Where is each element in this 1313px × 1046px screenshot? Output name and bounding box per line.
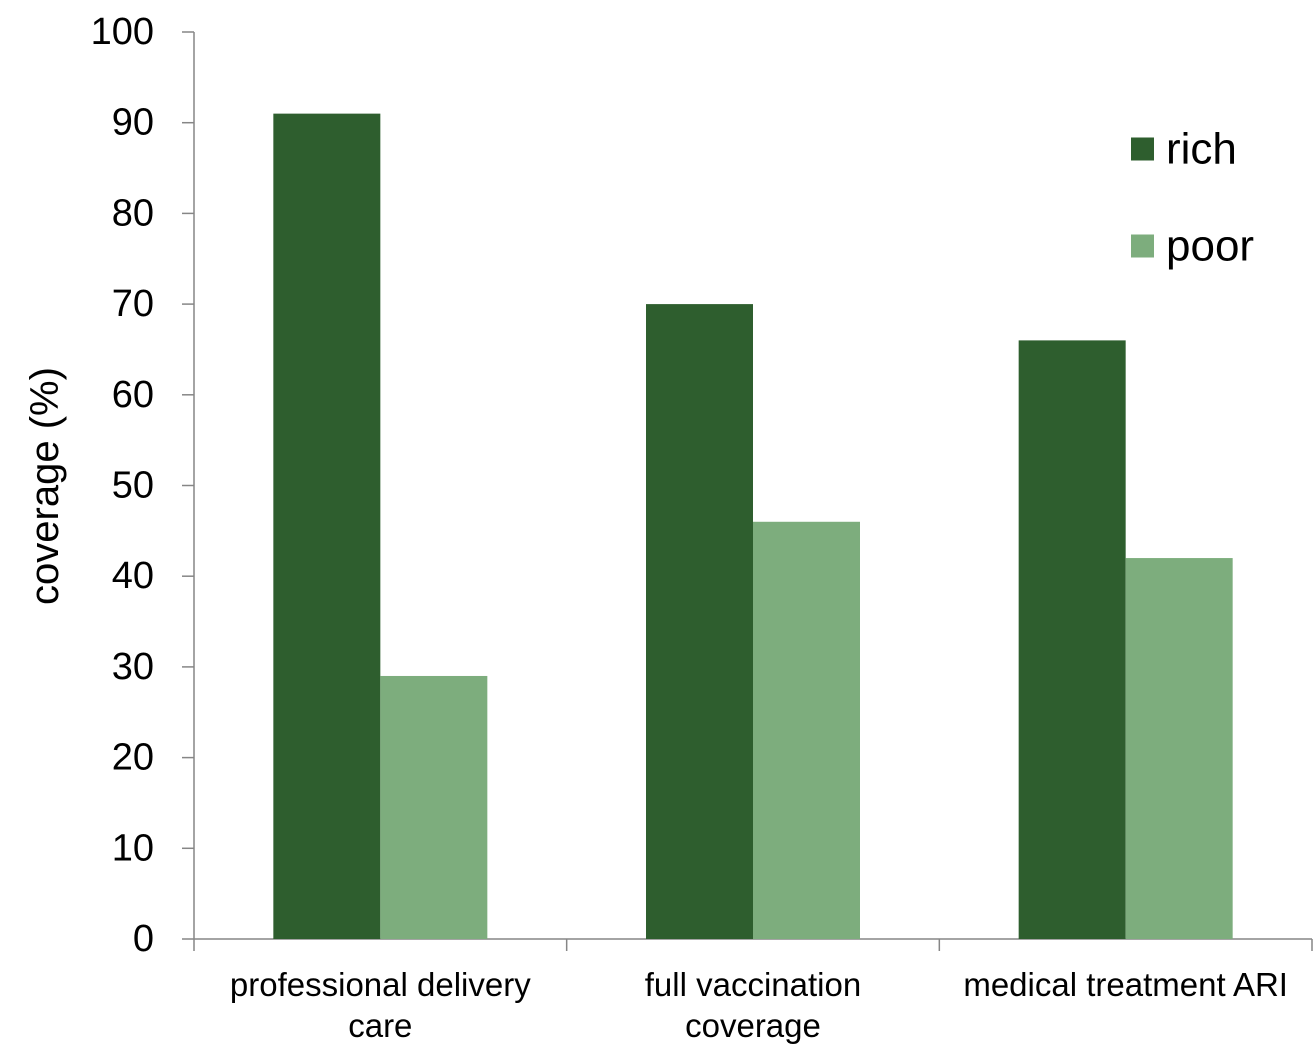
x-category-label: professional delivery care: [230, 966, 531, 1044]
y-tick-label: 0: [133, 918, 154, 960]
legend-swatch-rich: [1131, 137, 1154, 161]
y-tick-label: 30: [112, 646, 154, 688]
legend-label-poor: poor: [1166, 222, 1254, 271]
y-tick-label: 50: [112, 465, 154, 507]
x-category-label: full vaccination coverage: [645, 966, 861, 1044]
y-tick-label: 100: [91, 11, 154, 53]
legend-swatch-poor: [1131, 234, 1154, 258]
legend: rich poor: [1131, 125, 1254, 271]
bar-rich: [273, 113, 381, 939]
y-tick-label: 40: [112, 555, 154, 597]
y-tick-label: 60: [112, 374, 154, 416]
bar-poor: [380, 675, 488, 939]
category-labels: professional delivery care full vaccinatio…: [230, 966, 1288, 1044]
axes: 0 10 20 30 40 50 60 70 80 90 100: [91, 11, 1313, 960]
x-axis-ticks: [193, 939, 1313, 951]
bar-rich: [1018, 340, 1126, 939]
y-tick-label: 90: [112, 102, 154, 144]
y-axis-ticks: 0 10 20 30 40 50 60 70 80 90 100: [91, 11, 194, 960]
x-category-label: medical treatment ARI: [963, 966, 1288, 1003]
y-axis-title: coverage (%): [23, 367, 67, 605]
y-tick-label: 20: [112, 737, 154, 779]
y-tick-label: 10: [112, 827, 154, 869]
y-tick-label: 80: [112, 192, 154, 234]
bars: [273, 113, 1233, 940]
bar-poor: [753, 521, 860, 939]
bar-poor: [1125, 558, 1233, 939]
y-tick-label: 70: [112, 283, 154, 325]
legend-label-rich: rich: [1166, 125, 1237, 174]
bar-rich: [646, 304, 753, 940]
